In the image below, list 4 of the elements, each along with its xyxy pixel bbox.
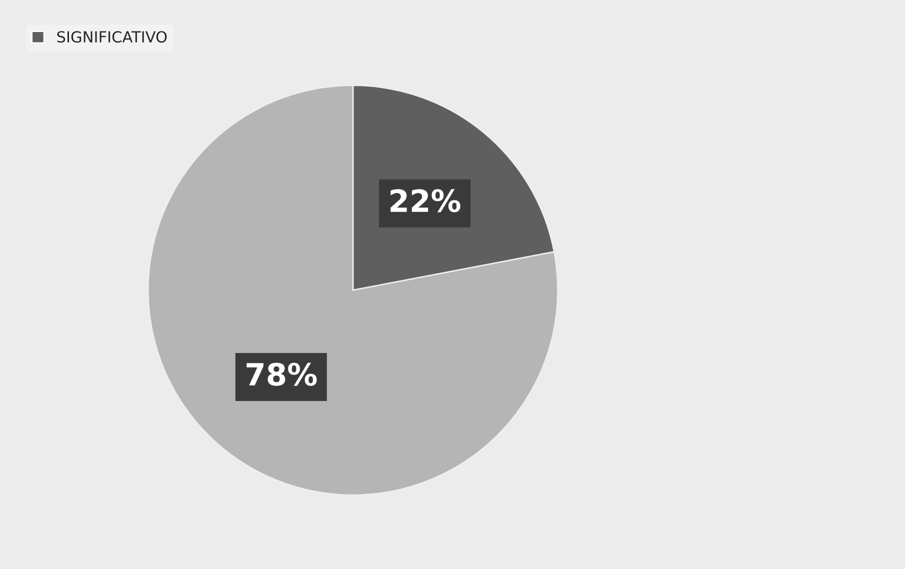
legend-label: SIGNIFICATIVO xyxy=(57,31,167,43)
pie-slice xyxy=(147,84,558,496)
data-label: 22% xyxy=(390,189,460,212)
data-label: 78% xyxy=(246,362,317,386)
